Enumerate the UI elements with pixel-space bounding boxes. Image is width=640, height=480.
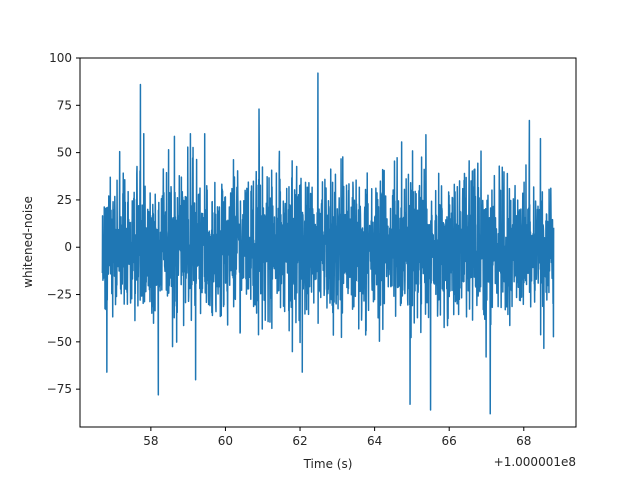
x-tick-label: 68	[516, 434, 531, 448]
y-tick-label: 0	[64, 240, 72, 254]
y-axis: 100 75 50 25 0 −25 −50 −75	[47, 51, 80, 396]
y-tick-label: 100	[49, 51, 72, 65]
x-tick-label: 62	[292, 434, 307, 448]
y-tick-label: −50	[47, 335, 72, 349]
y-tick-label: 25	[57, 193, 72, 207]
plot-area	[101, 72, 555, 415]
x-axis: 58 60 62 64 66 68	[143, 427, 531, 448]
x-tick-label: 66	[442, 434, 457, 448]
y-tick-label: −75	[47, 382, 72, 396]
y-axis-label: whitened-noise	[21, 196, 35, 288]
y-tick-label: 50	[57, 146, 72, 160]
x-tick-label: 58	[143, 434, 158, 448]
y-tick-label: 75	[57, 98, 72, 112]
x-tick-label: 64	[367, 434, 382, 448]
axes-frame	[79, 57, 577, 428]
series-line	[101, 72, 555, 415]
x-axis-label: Time (s)	[303, 457, 353, 471]
x-tick-label: 60	[218, 434, 233, 448]
x-axis-offset-label: +1.000001e8	[494, 455, 576, 469]
y-tick-label: −25	[47, 288, 72, 302]
series-layer	[101, 72, 555, 415]
